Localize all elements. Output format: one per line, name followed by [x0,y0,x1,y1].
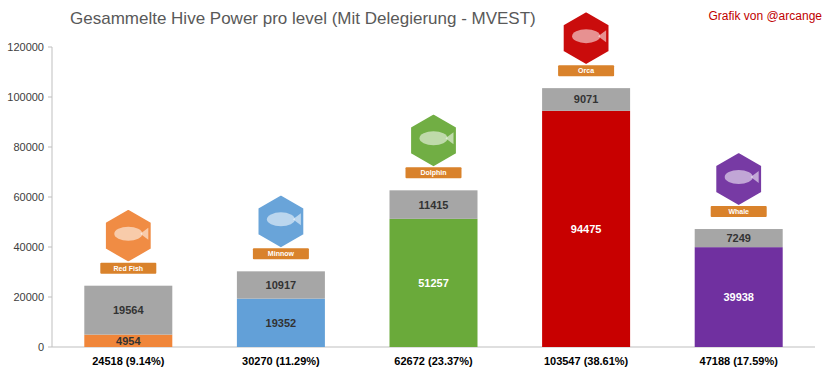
tick-mark [48,297,52,298]
badge-icon [725,170,753,184]
data-label: 94475 [571,223,602,235]
bar-segment [390,190,478,219]
bar-segment [542,88,630,111]
badge-icon [267,212,295,226]
badge-hexagon [105,209,152,263]
badge-hexagon [410,113,457,167]
data-label: 51257 [418,277,449,289]
tick-mark [48,97,52,98]
bar-segment [84,335,172,347]
chart-container: Gesammelte Hive Power pro level (Mit Del… [0,0,832,379]
tick-mark [48,47,52,48]
bar-segment [695,247,783,347]
chart-svg: Gesammelte Hive Power pro level (Mit Del… [0,0,832,379]
level-badge: Dolphin [406,113,462,178]
y-tick-label: 40000 [13,241,44,253]
data-label: 39938 [723,291,754,303]
badge-icon [420,131,448,145]
badge-icon [572,29,600,43]
subtitle: Grafik von @arcange [708,9,822,23]
badge-ribbon [406,167,462,178]
bar-segment [390,219,478,347]
badge-icon-tail [140,228,148,240]
data-labels: 4954 19352 51257 94475 39938 19564 10917 11415 9… [113,93,754,346]
level-badge: Minnow [253,194,309,259]
x-tick-label: 24518 (9.14%) [92,355,164,367]
badge-icon-tail [598,30,606,42]
y-tick-label: 80000 [13,141,44,153]
level-badge: Red Fish [100,209,156,274]
bar-segment [237,271,325,298]
tick-mark [48,347,52,348]
badge-ribbon [558,65,614,76]
badge-hexagon [563,11,610,65]
tick-mark [48,147,52,148]
tick-mark [48,197,52,198]
level-badge: Whale [711,152,767,217]
data-label: 19352 [266,317,297,329]
bar-segment [84,286,172,335]
y-tick-label: 0 [38,341,44,353]
y-tick-label: 20000 [13,291,44,303]
badge-hexagon [715,152,762,206]
y-tick-label: 60000 [13,191,44,203]
badge-label: Whale [728,208,749,215]
badge-icon-tail [293,213,301,225]
badge-ribbon [711,206,767,217]
x-tick-label: 62672 (23.37%) [394,355,473,367]
bar-segment [542,111,630,347]
badge-hexagon [258,194,305,248]
badge-label: Minnow [268,250,295,257]
badge-ribbon [253,248,309,259]
data-label: 9071 [574,93,598,105]
badge-icon [114,227,142,241]
bars [84,88,782,347]
data-label: 11415 [419,199,449,211]
data-label: 10917 [266,279,297,291]
data-label: 7249 [726,232,750,244]
data-label: 4954 [116,335,141,347]
badge-label: Dolphin [420,169,446,177]
background [0,0,832,379]
y-tick-label: 100000 [7,91,44,103]
badge-label: Red Fish [114,265,144,272]
badge-icon-tail [751,171,759,183]
data-label: 19564 [113,304,144,316]
x-tick-label: 103547 (38.61%) [544,355,629,367]
badge-label: Orca [578,67,594,74]
badge-ribbon [100,263,156,274]
y-axis-line [52,47,53,347]
level-badge: Orca [558,11,614,76]
badge-icon-tail [446,132,454,144]
bar-segment [695,229,783,247]
bar-segment [237,299,325,347]
title: Gesammelte Hive Power pro level (Mit Del… [70,9,536,28]
y-tick-label: 120000 [7,41,44,53]
tick-mark [48,247,52,248]
x-tick-label: 30270 (11.29%) [242,355,320,367]
x-tick-label: 47188 (17.59%) [700,355,779,367]
